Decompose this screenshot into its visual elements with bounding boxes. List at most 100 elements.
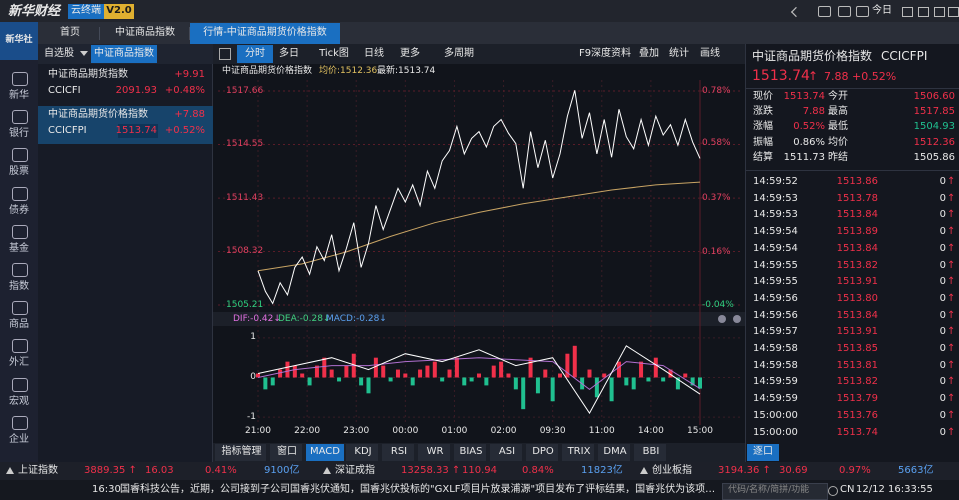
tool-button[interactable]: 分时	[245, 48, 265, 59]
watchlist-tab	[91, 45, 157, 63]
tab-separator	[189, 27, 190, 40]
tick-direction: ↑	[947, 242, 956, 254]
indicator-tab-text[interactable]: TRIX	[567, 446, 591, 457]
quote-code: CCICFPI	[881, 49, 928, 63]
row-name[interactable]: 中证商品期货指数	[48, 69, 128, 80]
macd-bar	[513, 377, 518, 390]
tool-button[interactable]: 画线	[700, 48, 720, 59]
tool-button[interactable]: F9深度资料	[578, 48, 632, 59]
sidebar-item[interactable]: 基金	[9, 242, 29, 254]
tool-button[interactable]: 日线	[364, 48, 384, 59]
divider	[745, 44, 746, 462]
indicator-tab-text[interactable]: RSI	[390, 446, 408, 457]
search-icon	[828, 486, 838, 496]
sidebar-item[interactable]: 宏观	[9, 395, 29, 407]
macd-bar	[565, 353, 570, 378]
sidebar-logo: 新华社	[5, 34, 33, 45]
indicator-tab-text[interactable]: 指标管理	[221, 446, 262, 457]
tab[interactable]: 行情-中证商品期货价格指数	[203, 27, 327, 38]
ticker-name[interactable]: 创业板指	[652, 465, 692, 476]
separator	[745, 170, 959, 171]
indicator-tab-text[interactable]: WR	[426, 446, 444, 457]
indicator-tab-text[interactable]: ASI	[498, 446, 516, 457]
search-placeholder[interactable]: 代码/名称/简拼/功能	[728, 484, 810, 495]
tab[interactable]: 首页	[60, 27, 80, 38]
indicator-tab-text[interactable]: BBI	[642, 446, 660, 457]
tick-volume: 0	[939, 309, 946, 321]
tick-direction: ↑	[947, 343, 956, 354]
sidebar-item[interactable]: 外汇	[9, 357, 29, 369]
dif-line	[257, 345, 701, 415]
quote-title: 中证商品期货价格指数	[752, 49, 873, 63]
macd-bar	[469, 377, 474, 382]
ticker-name[interactable]: 深证成指	[335, 465, 375, 476]
macd-bar	[454, 357, 459, 378]
y2-tick-label: -0.04%	[702, 299, 734, 310]
sidebar-icon	[12, 301, 28, 316]
tool-button[interactable]: 更多	[400, 48, 420, 59]
region: CN	[840, 484, 855, 495]
indicator-tab	[215, 444, 266, 461]
sidebar-item[interactable]: 商品	[9, 319, 29, 331]
quote-field: 振幅	[753, 136, 773, 148]
sidebar-item[interactable]: 银行	[9, 128, 29, 140]
row-name[interactable]: 中证商品期货价格指数	[48, 109, 148, 120]
tool-button[interactable]: Tick图	[319, 48, 349, 59]
tick-direction: ↑	[947, 359, 956, 371]
x-tick-label: 11:00	[588, 425, 615, 436]
ticker-price: 3889.35 ↑	[84, 465, 137, 476]
ticker-icon	[6, 467, 14, 474]
macd-bar	[698, 377, 702, 389]
watchlist-tab-text[interactable]: 中证商品指数	[94, 48, 154, 59]
tick-time: 14:59:56	[753, 292, 798, 304]
sidebar-item[interactable]: 指数	[9, 281, 29, 292]
sidebar-icon	[12, 224, 28, 239]
x-tick-label: 02:00	[490, 425, 517, 436]
indicator-tab-text[interactable]: KDJ	[354, 446, 372, 457]
macd-bar	[477, 373, 481, 378]
sidebar-item[interactable]: 股票	[9, 166, 29, 178]
ticker-pct: 0.97%	[839, 465, 871, 476]
sidebar-item[interactable]: 新华	[9, 90, 29, 101]
macd-bar	[506, 373, 511, 378]
macd-bar	[661, 377, 666, 382]
quote-tab	[747, 444, 779, 461]
macd-bar	[668, 369, 673, 378]
ticker-price: 3194.36 ↑	[718, 465, 771, 476]
quote-value: 1506.60	[913, 91, 955, 102]
tick-time: 15:00:00	[753, 426, 798, 438]
tool-button[interactable]: 多日	[279, 48, 299, 59]
indicator-tab-text[interactable]: MACD	[310, 446, 340, 457]
macd-bar	[528, 357, 533, 378]
indicator-tab-text[interactable]: 窗口	[277, 446, 297, 457]
indicator-tab-text[interactable]: DPO	[532, 446, 554, 457]
tick-time: 14:59:58	[753, 359, 798, 371]
today-button[interactable]: 今日	[872, 5, 892, 16]
ticker-amount: 11823亿	[581, 465, 623, 476]
indicator-tab-text[interactable]: BIAS	[459, 446, 483, 457]
news-text[interactable]: 国睿科技公告，近期，公司接到子公司国睿兆伏通知，国睿兆伏投标的"GXLF项目片放…	[120, 484, 718, 495]
indicator-tab	[562, 444, 594, 461]
dropdown[interactable]: 自选股	[44, 48, 74, 59]
sidebar-item[interactable]: 企业	[9, 433, 29, 445]
sidebar-item[interactable]: 债券	[9, 204, 29, 216]
indicator-tab	[382, 444, 414, 461]
ticker-name[interactable]: 上证指数	[18, 465, 58, 476]
indicator-tab-text[interactable]: DMA	[603, 446, 627, 457]
tick-price: 1513.91	[836, 326, 878, 338]
macd-bar	[425, 365, 430, 378]
tab[interactable]: 中证商品指数	[115, 27, 175, 38]
news-bar	[0, 480, 959, 500]
tick-direction: ↑	[947, 192, 956, 204]
tick-volume: 0	[939, 242, 946, 254]
sidebar-icon	[12, 72, 28, 86]
x-tick-label: 09:30	[539, 425, 566, 436]
tick-price: 1513.84	[836, 242, 878, 254]
tool-button[interactable]: 多周期	[444, 48, 474, 59]
ticker-pct: 0.84%	[522, 465, 554, 476]
x-tick-label: 00:00	[392, 425, 419, 436]
quote-tab-text[interactable]: 逐口	[753, 446, 773, 457]
tool-button[interactable]: 统计	[669, 48, 689, 59]
tool-button[interactable]: 叠加	[639, 48, 659, 59]
quote-field: 结算	[753, 151, 773, 163]
